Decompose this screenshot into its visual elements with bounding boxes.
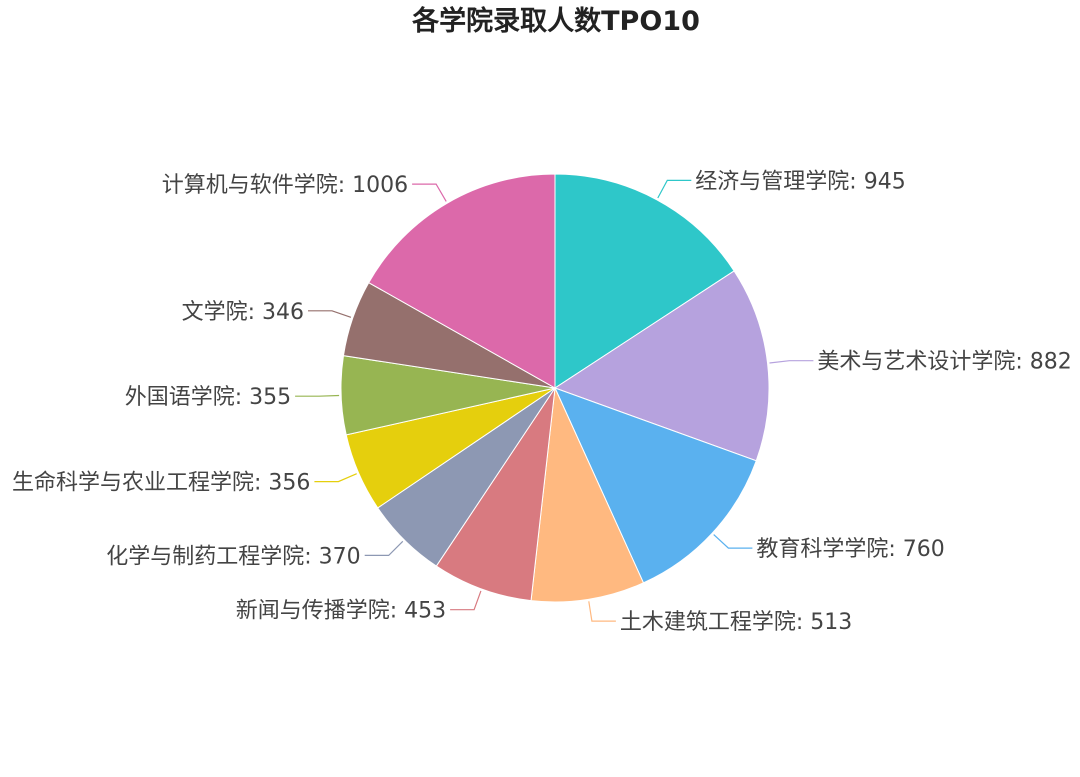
slice-10[interactable] [368,173,556,389]
slice-4[interactable] [530,386,645,603]
leader-line-8 [295,394,340,397]
slice-label-7: 生命科学与农业工程学院: 356 [12,471,310,496]
leader-line-1 [657,179,692,199]
slice-label-1: 经济与管理学院: 945 [695,169,905,194]
slice-label-3: 教育科学学院: 760 [756,537,944,562]
leader-line-3 [713,534,753,549]
leader-line-9 [308,310,352,318]
slice-label-10: 计算机与软件学院: 1006 [162,173,408,198]
leader-line-10 [412,183,447,202]
slice-label-9: 文学院: 346 [182,300,304,325]
slice-1[interactable] [554,173,735,389]
slice-label-6: 化学与制药工程学院: 370 [106,544,360,569]
leader-lines [295,179,814,622]
slice-label-5: 新闻与传播学院: 453 [236,599,446,624]
slice-label-8: 外国语学院: 355 [125,385,291,410]
chart-title: 各学院录取人数TPO10 [411,5,700,37]
leader-line-5 [450,590,482,611]
pie-slices [340,173,770,603]
leader-line-2 [769,360,814,364]
slice-label-2: 美术与艺术设计学院: 882 [817,350,1071,375]
slice-2[interactable] [553,270,770,462]
leader-line-4 [588,601,616,622]
slice-label-4: 土木建筑工程学院: 513 [620,610,852,635]
slice-5[interactable] [435,387,556,602]
slice-labels: 经济与管理学院: 945 美术与艺术设计学院: 882 教育科学学院: 760 土木建… [12,169,1072,635]
slice-3[interactable] [554,387,757,584]
leader-line-6 [364,540,404,557]
leader-line-7 [314,473,357,483]
